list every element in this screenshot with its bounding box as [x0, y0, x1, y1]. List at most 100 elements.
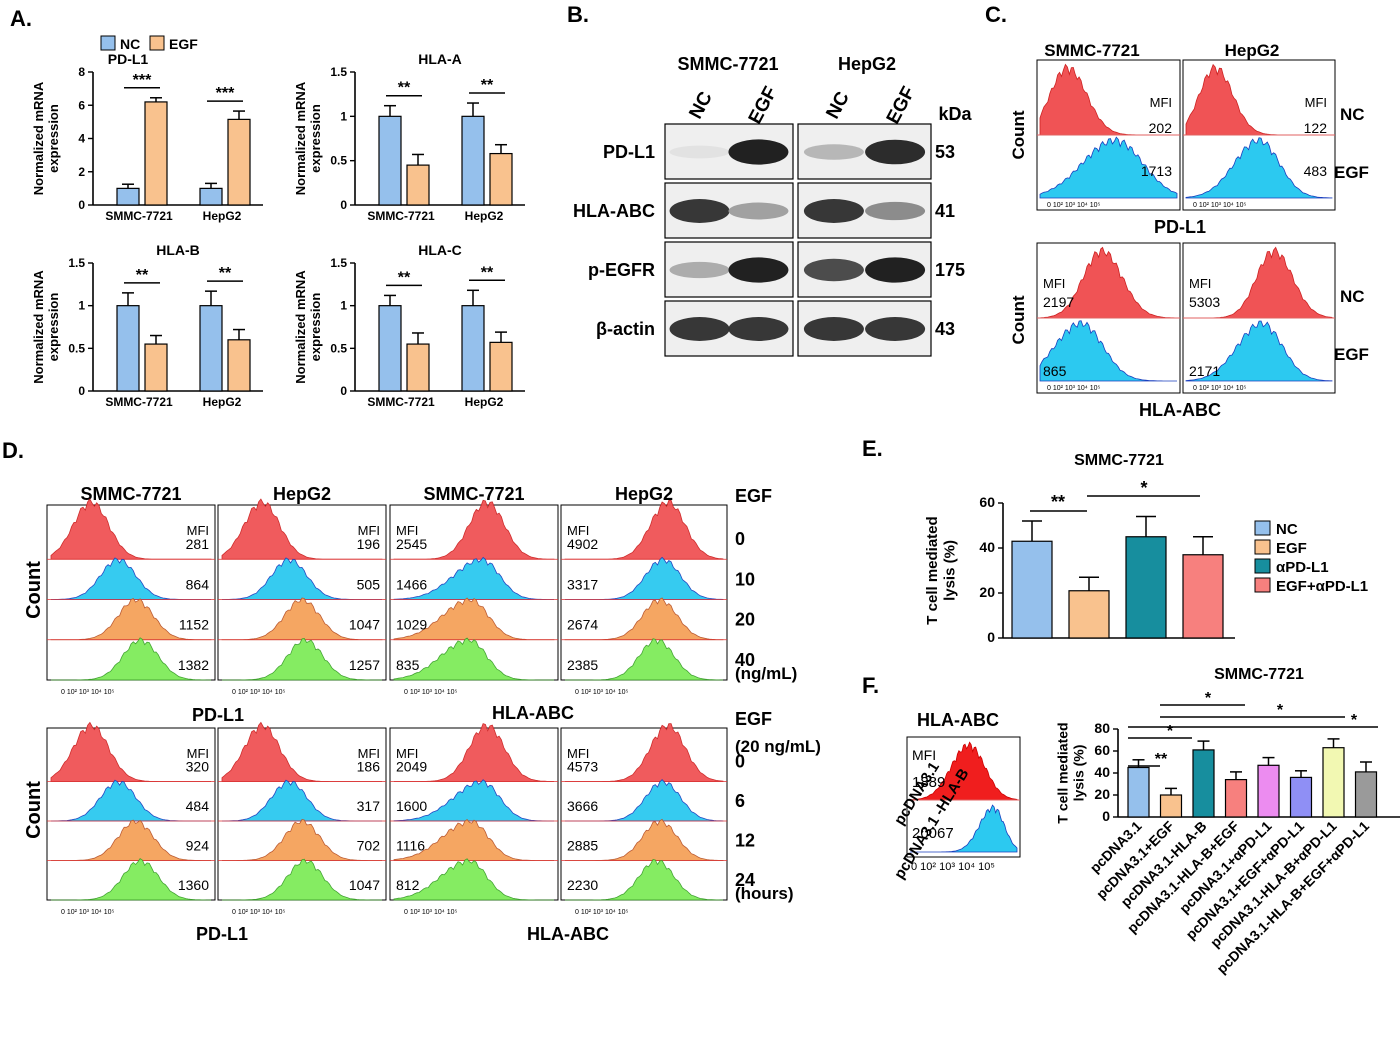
blot-lane-label: NC — [822, 88, 854, 122]
histogram-level-3 — [222, 858, 382, 901]
bar-egf-hepg2 — [489, 341, 513, 392]
x-category-label: HepG2 — [465, 395, 504, 409]
significance-stars: * — [1205, 690, 1212, 707]
flow-axis-ticks: 0 10² 10³ 10⁴ 10⁵ — [404, 909, 457, 916]
significance-stars: ** — [481, 264, 494, 281]
significance-stars: *** — [133, 72, 152, 89]
flow-c-plot-3: 0 10² 10³ 10⁴ 10⁵ MFI 5303 2171 — [1182, 242, 1336, 394]
blot-band — [803, 199, 864, 223]
flow-d-level-top-0: 0 — [735, 529, 745, 549]
blot-row-label-2: p-EGFR — [588, 260, 655, 280]
chart-title: HLA-A — [418, 51, 462, 67]
flow-d-plot-bottom-2: 2049 1600 1116 812 MFI 0 10² 10³ 10⁴ 10⁵ — [389, 723, 559, 916]
flow-c-count-label-2: Count — [1009, 295, 1028, 344]
y-tick-label: 8 — [78, 65, 85, 79]
mfi-value: 1047 — [349, 617, 380, 633]
mfi-value: 1360 — [178, 877, 209, 893]
blot-band — [865, 139, 926, 165]
flow-d-count-top: Count — [23, 561, 45, 619]
mfi-value: 320 — [186, 759, 210, 775]
y-tick-label: 0 — [340, 198, 347, 212]
flow-c-row-nc-2: NC — [1340, 287, 1365, 306]
y-tick-label: 40 — [1094, 764, 1110, 780]
mfi-value-egf: 865 — [1043, 363, 1067, 379]
mrna-chart-pd-l1: 0 2 4 6 8 PD-L1 Normalized mRNAexpression SMMC-… — [31, 51, 263, 223]
mfi-value: 3666 — [567, 798, 598, 814]
mfi-label: MFI — [358, 523, 380, 538]
x-category-label: SMMC-7721 — [367, 395, 435, 409]
bar-6 — [1322, 747, 1345, 818]
histogram-egf — [1185, 137, 1333, 199]
legend-swatch-0 — [1254, 520, 1271, 536]
blot-row-label-0: PD-L1 — [603, 142, 655, 162]
bar-5 — [1289, 776, 1313, 818]
blot-band — [803, 144, 864, 160]
chart-title: HLA-C — [418, 242, 462, 258]
flow-axis-ticks: 0 10² 10³ 10⁴ 10⁵ — [1193, 202, 1246, 209]
y-axis-label: Normalized mRNAexpression — [31, 270, 61, 384]
x-category-label: SMMC-7721 — [367, 209, 435, 223]
mfi-value-egf: 2171 — [1189, 363, 1220, 379]
flow-axis-ticks: 0 10² 10³ 10⁴ 10⁵ — [1193, 385, 1246, 392]
flow-axis-ticks: 0 10² 10³ 10⁴ 10⁵ — [575, 689, 628, 696]
mfi-value-nc: 122 — [1304, 120, 1328, 136]
mfi-value-nc: 5303 — [1189, 294, 1220, 310]
chart-title: HLA-B — [156, 242, 200, 258]
histogram-level-3 — [51, 637, 211, 681]
y-tick-label: 60 — [979, 494, 995, 510]
flow-d-plot-top-3: 4902 3317 2674 2385 MFI 0 10² 10³ 10⁴ 10⁵ — [560, 500, 728, 696]
flow-axis-ticks: 0 10² 10³ 10⁴ 10⁵ — [911, 861, 995, 873]
bar-3 — [1182, 554, 1224, 639]
bar-1 — [1068, 590, 1110, 639]
flow-d-level-bottom-1: 6 — [735, 791, 745, 811]
panel-label-f: F. — [862, 673, 879, 698]
significance-stars: * — [1167, 723, 1174, 740]
legend-label-0: NC — [1276, 521, 1298, 538]
histogram-level-1 — [393, 779, 554, 822]
flow-c-plot-2: 0 10² 10³ 10⁴ 10⁵ MFI 2197 865 — [1036, 242, 1181, 394]
mfi-value-nc: 2197 — [1043, 294, 1074, 310]
bar-nc-hepg2 — [461, 115, 485, 206]
blot-cell-line-smmc: SMMC-7721 — [677, 54, 778, 74]
blot-kda-value-1: 41 — [935, 201, 955, 221]
flow-d-level-bottom-3: 24 — [735, 870, 755, 890]
mfi-value: 702 — [357, 838, 381, 854]
mfi-value: 1382 — [178, 657, 209, 673]
legend-label-3: EGF+αPD-L1 — [1276, 578, 1368, 595]
flow-d-plot-top-1: 196 505 1047 1257 MFI 0 10² 10³ 10⁴ 10⁵ — [217, 498, 387, 696]
mrna-chart-hla-c: 0 0.5 1 1.5 HLA-C Normalized mRNAexpression SM… — [293, 242, 525, 409]
mfi-value-nc: 202 — [1149, 120, 1173, 136]
mfi-value: 196 — [357, 536, 381, 552]
mfi-value: 812 — [396, 877, 420, 893]
flow-d-level-top-3: 40 — [735, 650, 755, 670]
blot-band — [865, 317, 926, 341]
bar-egf-smmc-7721 — [144, 101, 168, 206]
x-category-label: HepG2 — [465, 209, 504, 223]
bar-nc-smmc-7721 — [378, 115, 402, 206]
mfi-label: MFI — [1150, 95, 1172, 110]
flow-d-egf-label: EGF — [735, 486, 772, 506]
flow-c-header-hepg2: HepG2 — [1225, 41, 1280, 60]
legend-label-egf: EGF — [169, 36, 198, 52]
blot-band — [728, 257, 789, 283]
flow-d-plot-bottom-3: 4573 3666 2885 2230 MFI 0 10² 10³ 10⁴ 10⁵ — [560, 723, 728, 916]
y-tick-label: 60 — [1094, 742, 1110, 758]
mfi-label: MFI — [358, 746, 380, 761]
flow-d-header-0: SMMC-7721 — [80, 484, 181, 504]
y-tick-label: 1.5 — [68, 256, 85, 270]
flow-d-marker-hla-2: HLA-ABC — [527, 924, 609, 944]
flow-d-unit-bottom: (hours) — [735, 884, 794, 903]
blot-row-label-1: HLA-ABC — [573, 201, 655, 221]
y-tick-label: 20 — [1094, 786, 1110, 802]
mfi-value: 1029 — [396, 617, 427, 633]
histogram-level-3 — [393, 858, 554, 901]
flow-d-header-1: HepG2 — [273, 484, 331, 504]
panel-b-western-blot: SMMC-7721 HepG2 NC EGF NC EGF kDa PD-L1 53 HLA-AB… — [573, 54, 972, 357]
legend-swatch-1 — [1254, 539, 1271, 555]
y-tick-label: 6 — [78, 98, 85, 112]
y-tick-label: 40 — [979, 539, 995, 555]
blot-kda-value-3: 43 — [935, 319, 955, 339]
flow-d-level-bottom-0: 0 — [735, 752, 745, 772]
mfi-value: 2049 — [396, 759, 427, 775]
flow-axis-ticks: 0 10² 10³ 10⁴ 10⁵ — [232, 689, 285, 696]
